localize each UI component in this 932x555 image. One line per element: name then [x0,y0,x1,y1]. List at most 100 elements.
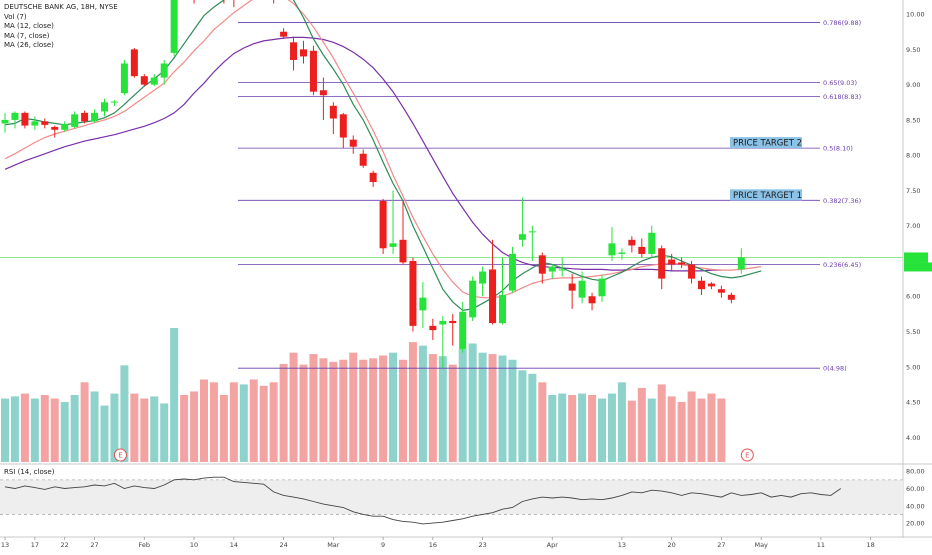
volume-bar [657,384,666,462]
time-tick-label: 10 [190,541,198,549]
rsi-tick-label: 80.00 [906,468,925,476]
candle-body [429,325,437,331]
earnings-marker-label: E [745,452,749,460]
volume-bar [607,393,616,462]
volume-bar [697,398,706,462]
time-tick-label: Apr [547,541,559,549]
candle [379,198,387,254]
fib-level-label: 0.382(7.36) [823,197,861,205]
volume-bar [369,358,378,462]
candle [508,246,516,293]
earnings-marker-label: E [118,452,122,460]
volume-bar [468,343,477,462]
volume-bar [717,398,726,462]
volume-bar [438,356,447,462]
volume-bar [150,396,159,462]
price-tick-label: 9.00 [906,81,920,89]
volume-bar [259,385,268,462]
candle [459,301,467,353]
volume-bar [677,402,686,462]
candle [429,318,437,340]
candle-body [558,269,566,271]
candle-body [61,124,69,130]
current-price-badge-lower [904,262,932,272]
time-tick-label: 17 [31,541,39,549]
ma26-line [4,36,722,272]
volume-bar [299,364,308,462]
time-tick-label: 9 [381,541,385,549]
candle [469,276,477,321]
candle [369,170,377,187]
rsi-line [4,476,842,525]
candle [528,225,536,261]
fib-level-label: 0.786(9.88) [823,19,861,27]
volume-bar [598,398,606,462]
candle-body [648,232,656,254]
candle [568,273,576,309]
candle-body [479,271,487,284]
candle [290,36,298,71]
candle-body [459,311,467,350]
candle [160,59,168,85]
volume-bar [687,391,696,462]
candle [273,0,275,4]
volume-bar [478,352,487,462]
volume-bar [289,352,298,462]
candle-body [359,153,367,166]
ma12-line [4,0,762,299]
candle-body [160,63,168,78]
candle [548,264,556,279]
candle-body [130,49,138,77]
volume-bar [309,354,318,462]
candle-body [290,42,298,60]
candle [648,225,656,258]
candle [280,28,288,39]
candle-body [31,121,39,126]
time-tick-label: 20 [668,541,676,549]
time-tick-label: 23 [478,541,486,549]
candle [21,111,29,129]
main-pane: 0.786(9.88) 0.65(9.03) 0.618(8.83) 0.5(8.10… [0,0,903,462]
volume-bar [140,398,149,462]
candle-body [389,243,397,247]
candle-body [688,264,696,279]
candle [170,0,178,57]
candle [688,260,696,284]
earnings-marker [113,448,127,462]
volume-bar [408,342,417,462]
chart-legend: DEUTSCHE BANK AG, 18H, NYSE Vol (7) MA (… [4,3,118,51]
earnings-marker [740,448,754,462]
volume-bar [170,327,179,462]
time-tick-label: Mar [327,541,340,549]
candle-body [101,102,108,112]
candle [419,282,427,328]
candle [538,252,546,284]
volume-bar [349,352,358,462]
candle [101,98,108,117]
candle-body [399,239,407,263]
candle-body [339,114,347,138]
candle [193,0,195,4]
current-price-badge [904,252,928,263]
candle [578,271,586,304]
volume-bar [667,396,676,462]
candle [588,292,596,311]
candle-body [658,248,666,279]
candle-body [1,119,9,124]
volume-bar [329,361,338,462]
candle-body [71,114,79,127]
candle [51,125,59,138]
candle [91,109,99,123]
candle [359,149,367,168]
volume-bar [20,393,29,462]
rsi-tick-label: 60.00 [906,485,925,493]
volume-bar [219,394,228,462]
volume-bar [647,398,656,462]
candle [489,239,497,325]
volume-bar [627,400,636,462]
candle-body [518,234,526,240]
candle-body [499,294,506,324]
rsi-band [0,479,903,515]
symbol-title: DEUTSCHE BANK AG, 18H, NYSE [4,3,118,11]
